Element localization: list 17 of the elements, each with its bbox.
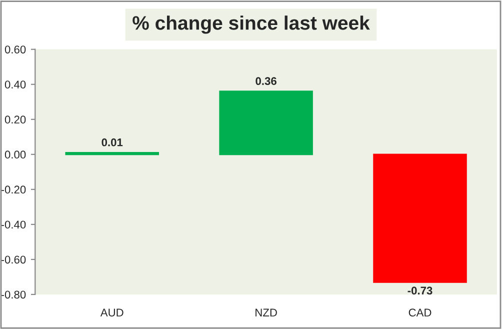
x-tick-label: NZD — [256, 308, 277, 316]
chart-title: % change since last week — [132, 16, 370, 34]
y-tick-label: -0.80 — [1, 290, 26, 299]
bar — [373, 154, 467, 283]
y-tick-label: -0.60 — [1, 256, 26, 264]
y-tick-label: 0.40 — [4, 80, 26, 88]
data-label: 0.36 — [256, 77, 276, 86]
y-tick-label: -0.20 — [1, 186, 26, 194]
x-tick-label: CAD — [408, 308, 432, 317]
data-label: 0.01 — [102, 138, 123, 146]
x-tick-label: AUD — [100, 308, 124, 317]
data-label: -0.73 — [408, 286, 432, 295]
y-tick-label: 0.60 — [4, 46, 26, 54]
bar — [219, 90, 313, 156]
y-tick-label: 0.00 — [4, 150, 26, 159]
y-tick-label: -0.40 — [1, 220, 26, 229]
y-tick-label: 0.20 — [4, 116, 26, 124]
